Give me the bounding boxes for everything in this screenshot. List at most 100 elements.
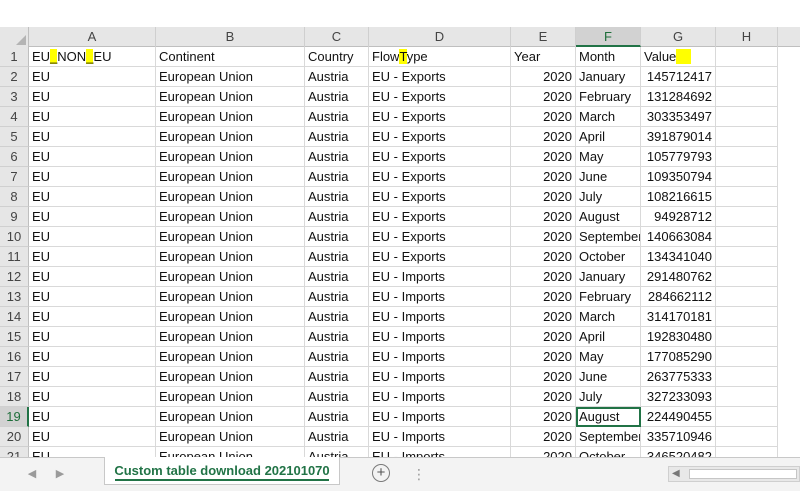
row-header[interactable]: 3 [0,87,29,107]
cell-g[interactable]: 109350794 [641,167,716,187]
row-header[interactable]: 16 [0,347,29,367]
cell-f[interactable]: June [576,167,641,187]
cell-e[interactable]: 2020 [511,287,576,307]
cell-h[interactable] [716,407,778,427]
cell-f[interactable]: May [576,147,641,167]
cell-e[interactable]: 2020 [511,307,576,327]
cell-d[interactable]: FlowType [369,47,511,67]
cell-h[interactable] [716,427,778,447]
cell-f[interactable]: January [576,67,641,87]
cell-e[interactable]: 2020 [511,387,576,407]
column-header-d[interactable]: D [369,27,511,47]
cell-c[interactable]: Austria [305,267,369,287]
row-header[interactable]: 10 [0,227,29,247]
cell-c[interactable]: Austria [305,347,369,367]
cell-d[interactable]: EU - Imports [369,327,511,347]
cell-b[interactable]: European Union [156,207,305,227]
cell-b[interactable]: European Union [156,347,305,367]
cell-a[interactable]: EU [29,327,156,347]
cell-g[interactable]: 140663084 [641,227,716,247]
cell-c[interactable]: Austria [305,447,369,457]
cell-b[interactable]: European Union [156,187,305,207]
cell-b[interactable]: European Union [156,407,305,427]
cell-c[interactable]: Austria [305,247,369,267]
cell-h[interactable] [716,347,778,367]
cell-e[interactable]: 2020 [511,407,576,427]
column-header-g[interactable]: G [641,27,716,47]
cell-g[interactable]: 263775333 [641,367,716,387]
cell-g[interactable]: 145712417 [641,67,716,87]
cell-h[interactable] [716,87,778,107]
cell-h[interactable] [716,387,778,407]
cell-a[interactable]: EU [29,367,156,387]
cell-a[interactable]: EU [29,87,156,107]
cell-g[interactable]: 327233093 [641,387,716,407]
cell-g[interactable]: 131284692 [641,87,716,107]
cell-f[interactable]: February [576,287,641,307]
cell-b[interactable]: European Union [156,387,305,407]
row-header[interactable]: 12 [0,267,29,287]
cell-h[interactable] [716,227,778,247]
cell-e[interactable]: 2020 [511,227,576,247]
column-header-c[interactable]: C [305,27,369,47]
cell-c[interactable]: Austria [305,107,369,127]
cell-f[interactable]: April [576,327,641,347]
cell-b[interactable]: European Union [156,127,305,147]
cell-g[interactable]: 134341040 [641,247,716,267]
cell-g[interactable]: 291480762 [641,267,716,287]
cell-g[interactable]: 303353497 [641,107,716,127]
cell-c[interactable]: Austria [305,227,369,247]
cell-e[interactable]: 2020 [511,427,576,447]
cell-f[interactable]: July [576,387,641,407]
cell-a[interactable]: EU [29,187,156,207]
cell-f[interactable]: October [576,447,641,457]
cell-e[interactable]: 2020 [511,147,576,167]
cell-d[interactable]: EU - Exports [369,167,511,187]
cell-g[interactable]: 335710946 [641,427,716,447]
row-header[interactable]: 17 [0,367,29,387]
cell-a[interactable]: EU [29,427,156,447]
cell-g[interactable]: 284662112 [641,287,716,307]
cell-e[interactable]: 2020 [511,347,576,367]
cell-b[interactable]: European Union [156,267,305,287]
cell-f[interactable]: June [576,367,641,387]
cell-c[interactable]: Austria [305,147,369,167]
cell-b[interactable]: European Union [156,167,305,187]
column-header-h[interactable]: H [716,27,778,47]
row-header[interactable]: 15 [0,327,29,347]
cell-a[interactable]: EU [29,227,156,247]
cell-d[interactable]: EU - Exports [369,87,511,107]
cell-a[interactable]: EU [29,387,156,407]
cell-d[interactable]: EU - Exports [369,187,511,207]
cell-f[interactable]: September [576,227,641,247]
row-header[interactable]: 4 [0,107,29,127]
cell-h[interactable] [716,47,778,67]
cell-h[interactable] [716,447,778,457]
cell-d[interactable]: EU - Exports [369,207,511,227]
cell-b[interactable]: European Union [156,67,305,87]
cell-c[interactable]: Austria [305,367,369,387]
cell-a[interactable]: EU [29,307,156,327]
cell-b[interactable]: European Union [156,87,305,107]
row-header[interactable]: 1 [0,47,29,67]
cell-f[interactable]: Month [576,47,641,67]
cell-b[interactable]: European Union [156,247,305,267]
cell-d[interactable]: EU - Exports [369,107,511,127]
cell-g[interactable]: 105779793 [641,147,716,167]
cell-e[interactable]: 2020 [511,67,576,87]
row-header[interactable]: 9 [0,207,29,227]
scroll-left-icon[interactable]: ◀ [672,468,680,479]
cell-f[interactable]: May [576,347,641,367]
cell-d[interactable]: EU - Imports [369,347,511,367]
column-header-a[interactable]: A [29,27,156,47]
cell-e[interactable]: 2020 [511,247,576,267]
cell-h[interactable] [716,207,778,227]
cell-b[interactable]: European Union [156,307,305,327]
cell-h[interactable] [716,307,778,327]
cell-c[interactable]: Austria [305,67,369,87]
cell-f[interactable]: March [576,107,641,127]
cell-a[interactable]: EU [29,147,156,167]
cell-b[interactable]: European Union [156,227,305,247]
column-header-b[interactable]: B [156,27,305,47]
cell-g[interactable]: 192830480 [641,327,716,347]
